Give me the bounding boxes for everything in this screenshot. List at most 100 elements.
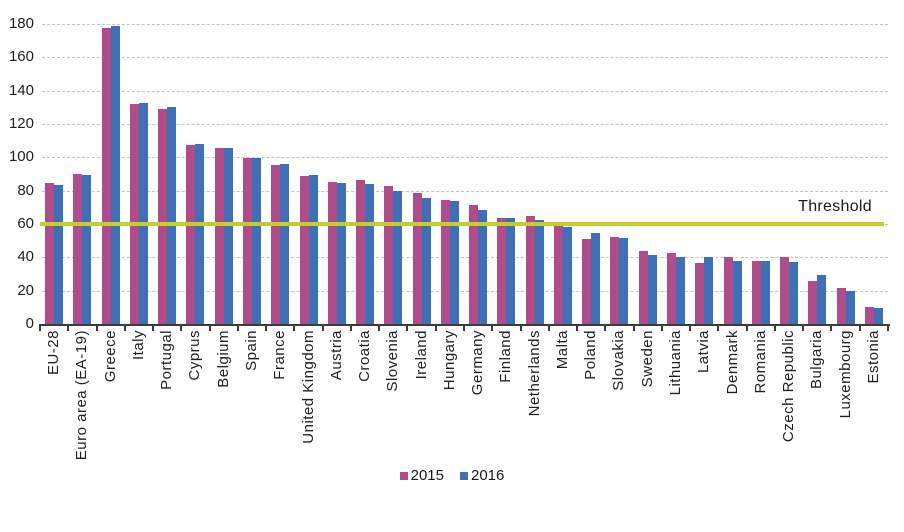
x-axis-tick <box>519 324 522 331</box>
y-tick-label: 0 <box>25 315 34 332</box>
x-axis-tick <box>349 324 352 331</box>
x-axis-tick <box>830 324 833 331</box>
bar-Poland-2015 <box>582 238 592 324</box>
bar-Cyprus-2016 <box>195 144 205 324</box>
bar-Italy-2015 <box>129 103 139 324</box>
x-label-Germany: Germany <box>469 330 487 396</box>
bar-Latvia-2015 <box>695 263 705 324</box>
bar-Portugal-2016 <box>167 106 177 324</box>
y-tick-label: 180 <box>8 15 34 32</box>
x-label-France: France <box>271 330 289 380</box>
x-label-Italy: Italy <box>129 330 147 361</box>
x-label-Netherlands: Netherlands <box>525 330 543 417</box>
bar-United Kingdom-2015 <box>299 175 309 324</box>
bar-Cyprus-2015 <box>186 144 196 324</box>
y-tick-label: 60 <box>17 215 34 232</box>
bar-United Kingdom-2016 <box>308 175 318 324</box>
x-label-United Kingdom: United Kingdom <box>299 330 317 444</box>
threshold-line <box>40 222 884 226</box>
bar-Finland-2015 <box>497 217 507 324</box>
x-label-Slovenia: Slovenia <box>384 330 402 392</box>
bar-Lithuania-2016 <box>676 257 685 324</box>
x-axis-tick <box>773 324 776 331</box>
x-label-Czech Republic: Czech Republic <box>780 330 798 443</box>
bar-Luxembourg-2015 <box>836 288 846 324</box>
plot-area: Threshold <box>39 24 890 331</box>
bar-EU-28-2016 <box>54 184 64 324</box>
x-label-Latvia: Latvia <box>695 330 713 374</box>
legend-label-2015: 2015 <box>410 467 444 484</box>
bar-Denmark-2015 <box>723 256 733 324</box>
bar-Estonia-2016 <box>873 308 883 324</box>
bar-Croatia-2016 <box>365 183 375 324</box>
x-label-Greece: Greece <box>101 330 119 383</box>
x-label-Denmark: Denmark <box>723 330 741 395</box>
x-axis-tick <box>95 324 98 331</box>
bar-Hungary-2016 <box>449 200 459 324</box>
x-axis-tick <box>265 324 268 331</box>
bar-Czech Republic-2015 <box>780 256 790 324</box>
bar-Malta-2015 <box>553 223 563 324</box>
gridline-120 <box>42 124 888 125</box>
bar-Denmark-2016 <box>732 261 742 324</box>
y-tick-label: 20 <box>17 281 34 299</box>
legend-swatch-2016 <box>460 471 468 480</box>
x-label-Finland: Finland <box>497 330 515 383</box>
x-label-Lithuania: Lithuania <box>667 330 684 396</box>
x-axis-tick <box>293 324 296 331</box>
bar-Austria-2016 <box>336 183 346 324</box>
bar-Spain-2016 <box>252 158 261 324</box>
x-label-Spain: Spain <box>243 330 260 371</box>
y-axis-labels: 180 160 140 120 100 80 60 40 20 0 <box>0 0 34 340</box>
bar-Slovenia-2016 <box>393 191 403 324</box>
bar-Ireland-2015 <box>412 192 422 324</box>
x-label-Slovakia: Slovakia <box>610 330 628 391</box>
x-label-Portugal: Portugal <box>158 330 176 390</box>
legend: 2015 2016 <box>0 467 904 484</box>
x-axis-tick <box>321 324 324 331</box>
x-label-Estonia: Estonia <box>864 330 882 384</box>
x-axis-tick <box>39 324 41 331</box>
bar-Belgium-2016 <box>223 147 233 324</box>
x-axis-tick <box>858 324 861 331</box>
x-label-Poland: Poland <box>582 330 600 380</box>
x-label-EU-28: EU-28 <box>45 330 63 376</box>
x-axis-tick <box>604 324 607 331</box>
x-axis-tick <box>236 324 239 331</box>
bar-Austria-2015 <box>327 181 337 324</box>
bar-Italy-2016 <box>138 103 148 324</box>
bar-Germany-2016 <box>478 210 488 324</box>
bar-Slovakia-2015 <box>610 236 620 324</box>
x-axis-tick <box>660 324 663 331</box>
bar-Portugal-2015 <box>158 109 168 324</box>
bar-Malta-2016 <box>562 226 572 324</box>
gridline-20 <box>42 290 888 292</box>
x-label-Malta: Malta <box>553 330 571 370</box>
legend-label-2016: 2016 <box>471 467 505 484</box>
x-label-Romania: Romania <box>751 330 769 394</box>
bar-Bulgaria-2016 <box>817 274 827 324</box>
bar-Sweden-2016 <box>647 254 657 324</box>
bar-France-2015 <box>271 164 281 324</box>
bar-Estonia-2015 <box>864 307 874 324</box>
bar-Latvia-2016 <box>704 257 714 324</box>
x-axis-tick <box>152 324 155 331</box>
x-label-Hungary: Hungary <box>440 330 458 391</box>
bar-Belgium-2015 <box>214 147 224 324</box>
x-axis-tick <box>123 324 126 331</box>
legend-swatch-2015 <box>399 471 408 480</box>
y-tick-label: 160 <box>8 48 34 66</box>
x-label-Euro area (EA-19): Euro area (EA-19) <box>73 330 91 461</box>
x-axis-tick <box>632 324 635 331</box>
x-axis-tick <box>802 324 805 331</box>
bar-France-2016 <box>280 164 290 324</box>
bar-Lithuania-2015 <box>667 252 676 324</box>
gridline-160 <box>42 57 888 59</box>
bar-Netherlands-2016 <box>534 220 544 324</box>
bar-Romania-2016 <box>760 261 770 324</box>
threshold-label: Threshold <box>798 198 872 215</box>
x-axis-tick <box>67 324 70 331</box>
x-label-Ireland: Ireland <box>412 330 430 380</box>
gridline-80 <box>42 190 888 192</box>
x-axis-tick <box>887 324 889 331</box>
